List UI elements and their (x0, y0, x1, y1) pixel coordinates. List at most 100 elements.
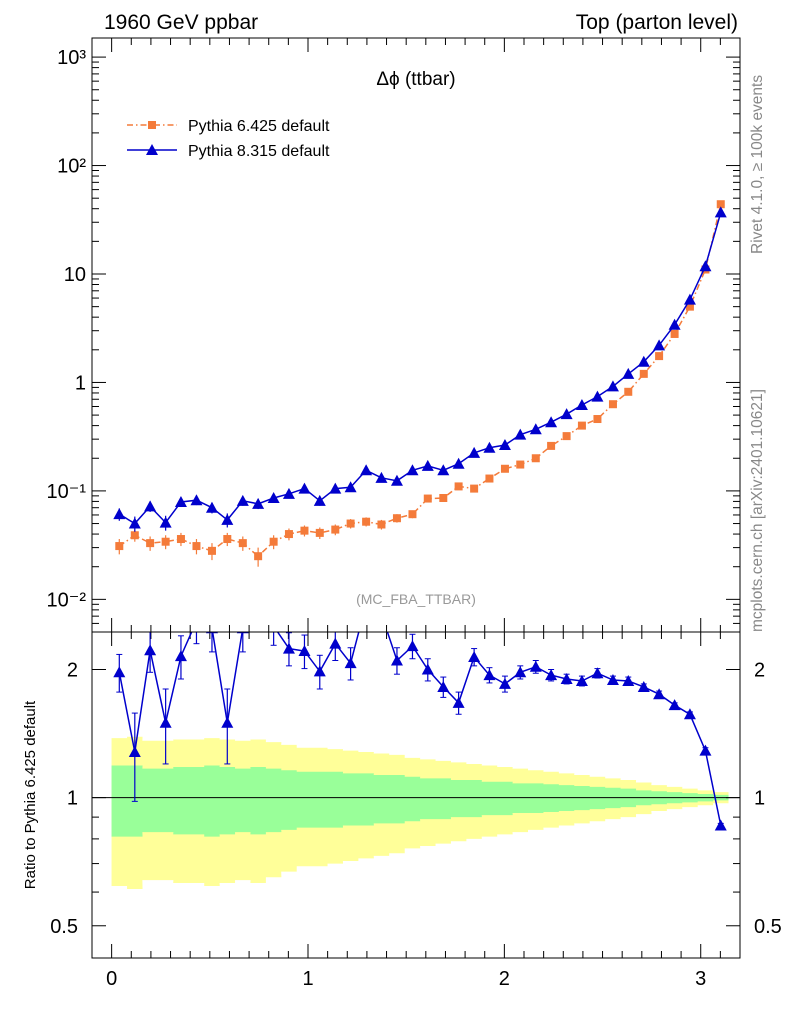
ratio-y-tick-label-right: 1 (754, 788, 765, 810)
point-pythia6 (269, 537, 278, 546)
point-pythia8 (313, 494, 326, 506)
point-pythia6 (331, 525, 340, 534)
ratio-point (529, 660, 542, 672)
point-pythia6 (284, 530, 293, 539)
legend-item-pythia8: Pythia 8.315 default (127, 143, 330, 160)
point-pythia6 (223, 535, 232, 544)
point-pythia6 (408, 510, 417, 519)
point-pythia8 (128, 517, 141, 529)
point-pythia6 (362, 517, 371, 526)
ratio-point (221, 716, 234, 728)
ratio-point (113, 666, 126, 678)
point-pythia8 (668, 318, 681, 330)
point-pythia8 (267, 492, 280, 504)
x-tick-label: 3 (695, 968, 706, 990)
point-pythia6 (254, 552, 263, 561)
ratio-y-tick-label: 2 (67, 660, 78, 682)
point-pythia8 (575, 398, 588, 410)
point-pythia8 (390, 474, 403, 486)
point-pythia8 (406, 464, 419, 476)
point-pythia6 (716, 200, 725, 209)
point-pythia8 (159, 516, 172, 528)
point-pythia8 (421, 459, 434, 471)
point-pythia8 (452, 457, 465, 469)
ratio-point (298, 645, 311, 657)
ratio-point (560, 672, 573, 684)
ratio-point (190, 615, 202, 626)
ratio-bands (92, 736, 740, 890)
ratio-point (421, 663, 434, 675)
point-pythia6 (423, 494, 432, 503)
ratio-point (174, 650, 187, 662)
point-pythia8 (360, 464, 373, 476)
y-tick-label: 10³ (57, 47, 86, 69)
point-pythia8 (468, 446, 481, 458)
point-pythia8 (606, 380, 619, 392)
point-pythia6 (593, 415, 602, 424)
header-right: Top (parton level) (576, 11, 738, 34)
y-tick-label: 10⁻¹ (47, 481, 87, 503)
ratio-point (514, 666, 527, 678)
point-pythia8 (514, 428, 527, 440)
point-pythia6 (346, 519, 355, 528)
point-pythia8 (282, 487, 295, 499)
point-pythia6 (470, 484, 479, 493)
point-pythia8 (483, 441, 496, 453)
point-pythia8 (205, 501, 218, 513)
point-pythia6 (161, 537, 170, 546)
ratio-point (452, 696, 465, 708)
point-pythia6 (639, 369, 648, 378)
main-panel: 10⁻² 10⁻¹ 1 10 10² 10³ Δϕ (ttbar) (MC_FBA_TTB… (47, 37, 741, 633)
y-tick-label: 10⁻² (47, 589, 87, 611)
point-pythia6 (655, 352, 664, 361)
point-pythia8 (252, 497, 265, 509)
point-pythia8 (637, 355, 650, 367)
ratio-ticks: 0.5 0.5 1 1 2 2 0 1 2 3 (50, 632, 782, 990)
ratio-point (390, 654, 403, 666)
band-inner (111, 765, 729, 837)
ratio-point (606, 673, 619, 685)
chart-title: Δϕ (ttbar) (376, 69, 455, 90)
point-pythia6 (516, 460, 525, 469)
point-pythia6 (454, 482, 463, 491)
point-pythia6 (670, 329, 679, 338)
point-pythia6 (547, 441, 556, 450)
point-pythia6 (608, 400, 617, 409)
point-pythia8 (591, 390, 604, 402)
point-pythia6 (130, 531, 139, 540)
ratio-point (637, 680, 650, 692)
ratio-y-tick-label: 0.5 (50, 916, 78, 938)
ratio-series (113, 595, 727, 831)
ratio-point (699, 744, 712, 756)
point-pythia8 (329, 482, 342, 494)
point-pythia6 (146, 539, 155, 548)
ratio-point (668, 699, 681, 711)
point-pythia8 (653, 339, 666, 351)
legend: Pythia 6.425 default Pythia 8.315 defaul… (127, 118, 330, 160)
y-tick-label: 10² (57, 156, 86, 178)
ratio-point (622, 674, 635, 686)
analysis-label: (MC_FBA_TTBAR) (356, 591, 476, 607)
point-pythia8 (545, 416, 558, 428)
ratio-line (118, 632, 722, 826)
ratio-y-tick-label-right: 0.5 (754, 916, 782, 938)
point-pythia6 (577, 421, 586, 430)
main-y-ticks: 10⁻² 10⁻¹ 1 10 10² 10³ (47, 38, 741, 633)
ratio-point (252, 595, 264, 606)
point-pythia8 (344, 481, 357, 493)
point-pythia8 (560, 408, 573, 420)
ratio-point (545, 669, 558, 681)
x-tick-label: 1 (302, 968, 313, 990)
point-pythia8 (236, 494, 249, 506)
ratio-ylabel: Ratio to Pythia 6.425 default (22, 700, 39, 889)
ratio-point (653, 688, 666, 700)
point-pythia6 (300, 526, 309, 535)
ratio-y-tick-label: 1 (67, 788, 78, 810)
ratio-point (282, 642, 295, 654)
ratio-point (375, 608, 387, 619)
ratio-point (468, 651, 481, 663)
ratio-point (313, 665, 326, 677)
series-line-pythia6 (118, 204, 722, 558)
x-tick-label: 2 (499, 968, 510, 990)
point-pythia6 (500, 464, 509, 473)
